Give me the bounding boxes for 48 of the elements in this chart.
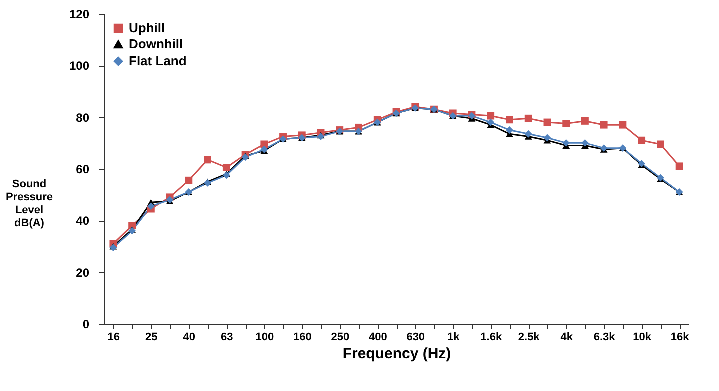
point (487, 112, 495, 120)
point (506, 116, 514, 124)
legend-label: Flat Land (129, 54, 187, 68)
y-tick-label: 0 (82, 318, 90, 332)
point (185, 176, 193, 184)
point (147, 202, 155, 210)
point (204, 156, 212, 164)
x-tick-label: 250 (331, 332, 350, 344)
point (524, 114, 532, 122)
point (638, 136, 646, 144)
legend-label: Downhill (129, 36, 184, 52)
x-tick-label: 63 (221, 332, 234, 344)
x-axis-title: Frequency (Hz) (342, 346, 452, 362)
point (582, 118, 589, 125)
legend-label: Uphill (129, 20, 166, 36)
x-tick-label: 2.5k (518, 332, 541, 344)
point (676, 162, 684, 170)
x-tick-label: 10k (633, 332, 652, 344)
x-tick-label: 4k (560, 332, 574, 344)
y-tick-label: 20 (76, 266, 90, 280)
point (619, 121, 627, 129)
point (524, 130, 532, 138)
point (600, 121, 608, 129)
point (222, 164, 230, 172)
x-tick-label: 25 (146, 332, 158, 344)
x-tick-label: 100 (256, 332, 274, 344)
point (582, 139, 589, 147)
point (487, 118, 495, 126)
x-tick-label: 40 (183, 332, 196, 344)
x-tick-label: 16k (670, 332, 690, 344)
point (562, 139, 570, 147)
y-tick-label: 120 (69, 8, 90, 22)
y-tick-label: 80 (76, 110, 90, 125)
x-tick-label: 6.3k (594, 332, 616, 344)
point (506, 126, 514, 134)
point (656, 140, 664, 148)
y-tick-label: 100 (69, 59, 90, 74)
x-tick-label: 400 (368, 332, 388, 344)
x-tick-label: 1k (447, 332, 461, 344)
x-tick-label: 1.6k (480, 332, 503, 344)
point (544, 134, 552, 142)
x-tick-label: 160 (293, 332, 312, 344)
x-tick-label: 16 (108, 332, 120, 344)
y-tick-label: 60 (76, 162, 90, 176)
point (562, 120, 570, 128)
y-tick-label: 40 (76, 214, 90, 228)
y-axis-title: Sound Pressure Level dB(A) (6, 178, 54, 230)
x-tick-label: 630 (406, 332, 426, 344)
